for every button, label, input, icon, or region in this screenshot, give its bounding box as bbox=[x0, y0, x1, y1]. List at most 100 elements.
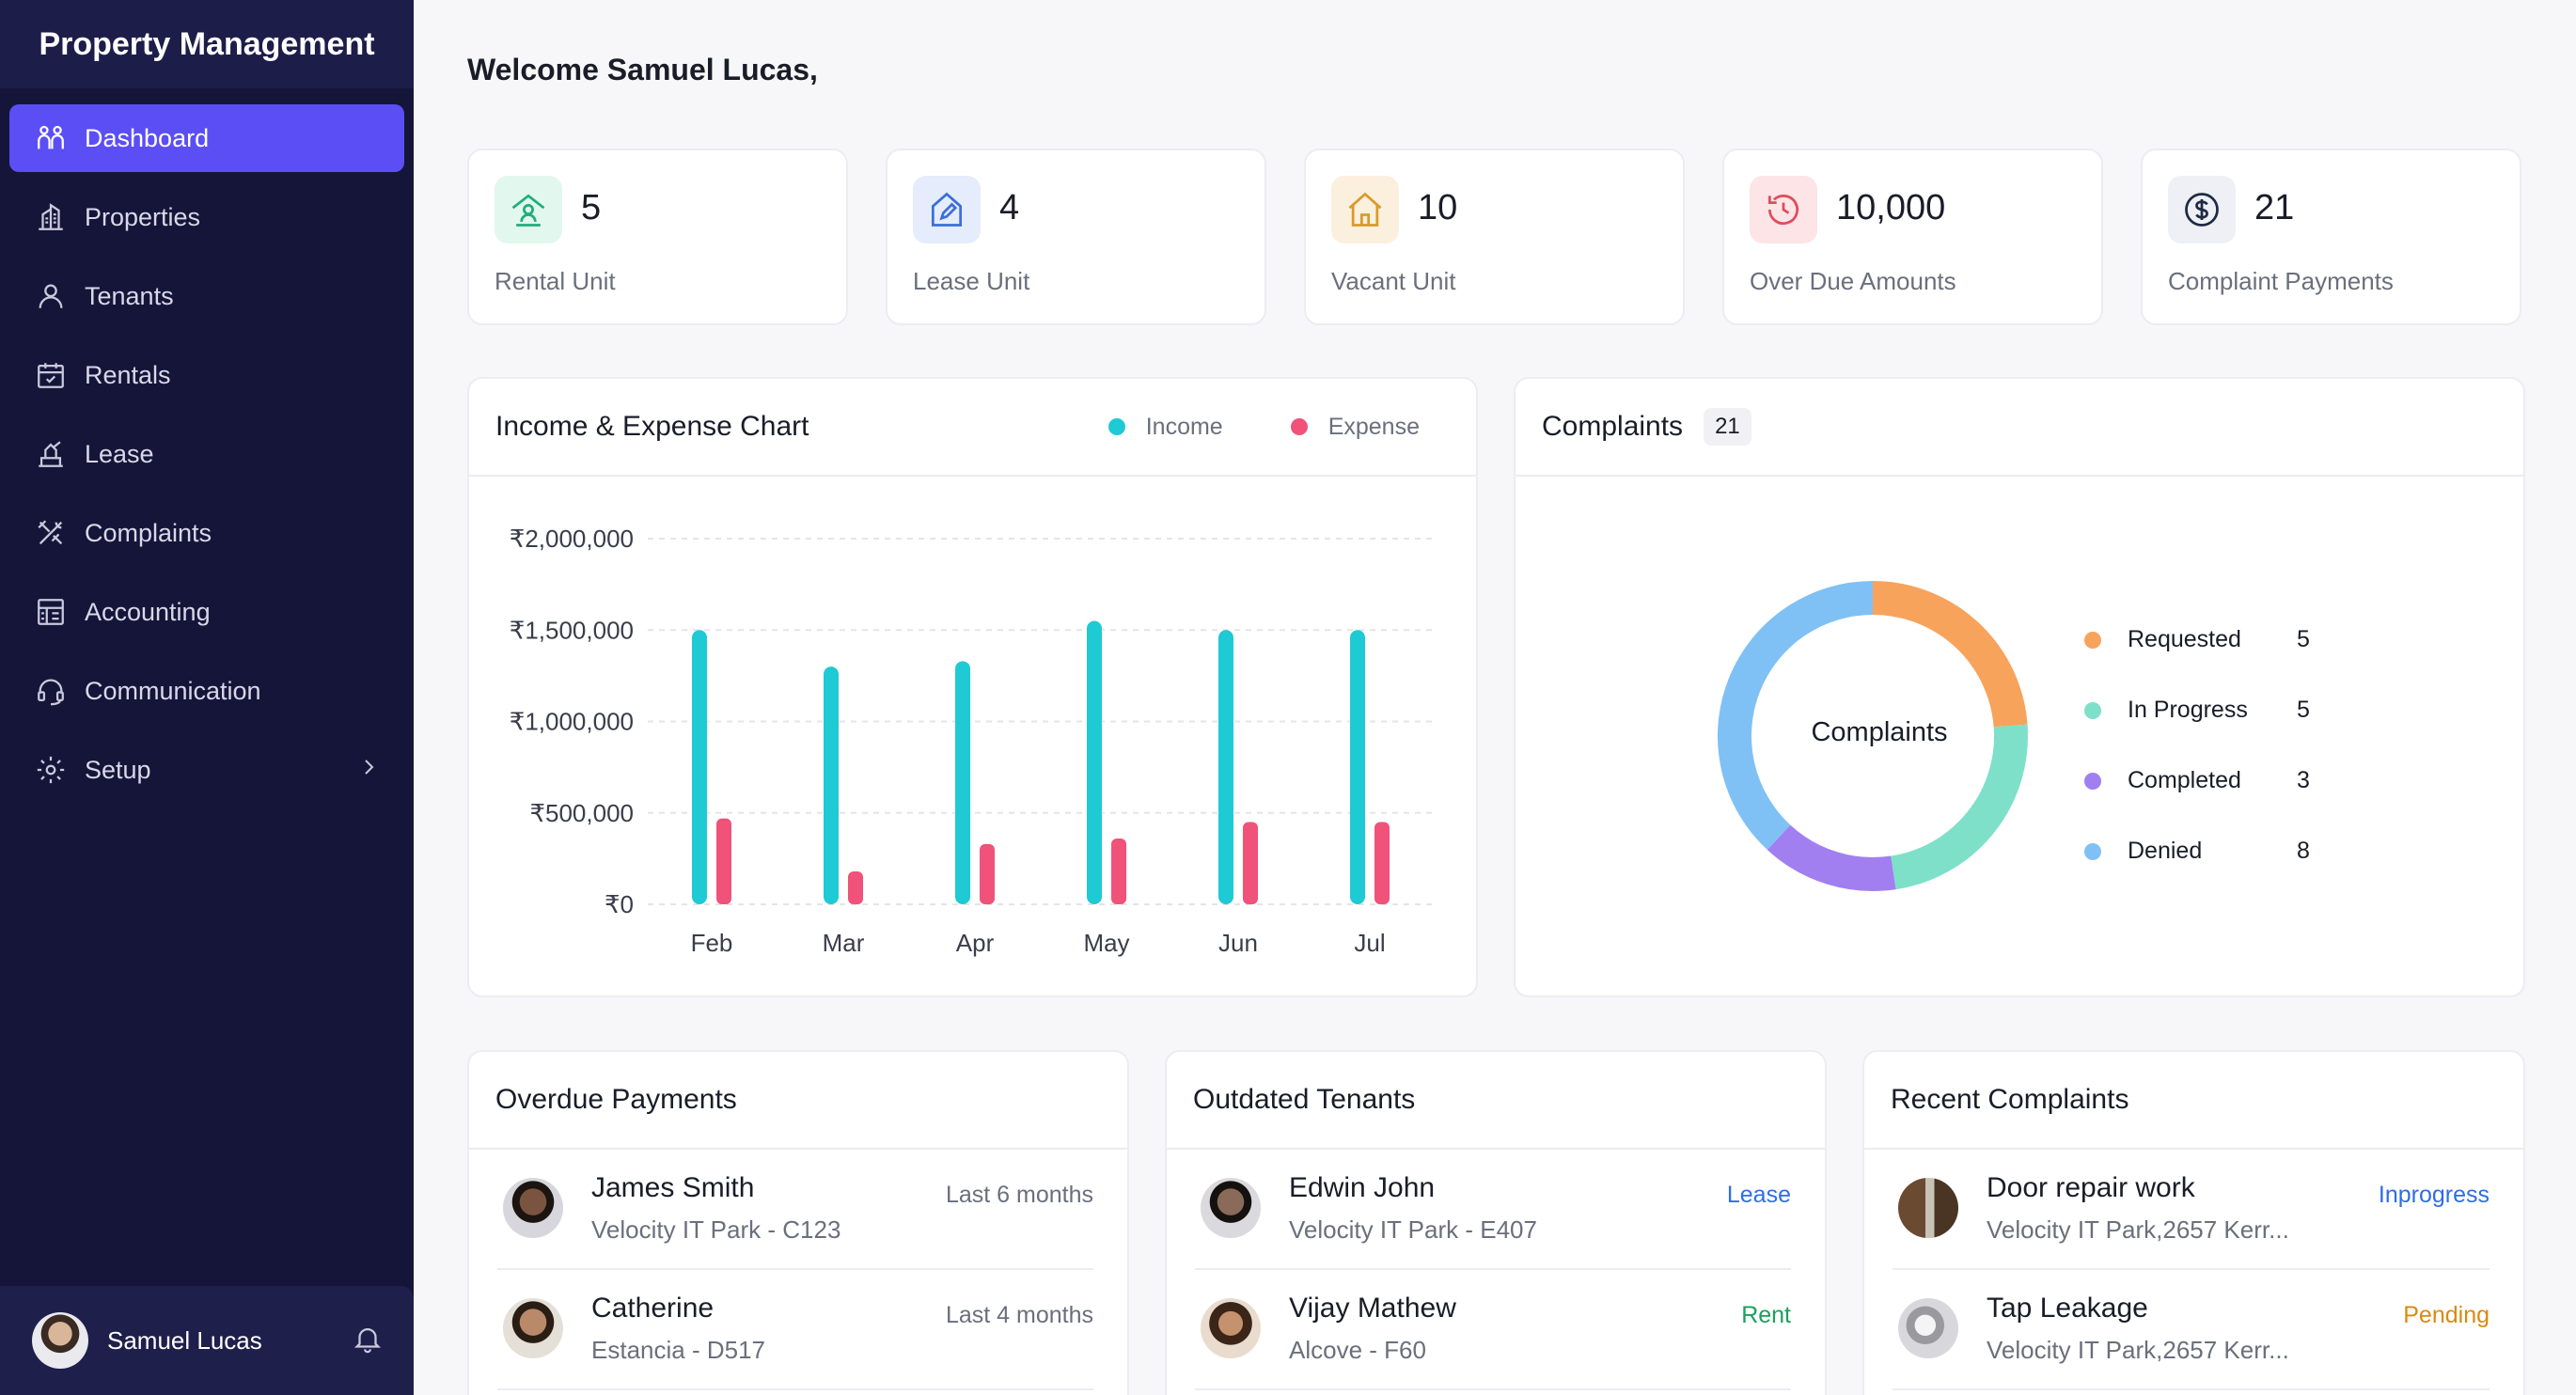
bar-expense[interactable] bbox=[1111, 838, 1126, 904]
sidebar-item-label: Properties bbox=[85, 202, 201, 231]
list-item[interactable]: Tap Leakage Velocity IT Park,2657 Kerr..… bbox=[1893, 1270, 2490, 1390]
calendar-check-icon bbox=[34, 358, 68, 392]
bar-income[interactable] bbox=[1218, 630, 1233, 904]
gear-icon bbox=[34, 753, 68, 787]
stat-card-complaint-payments[interactable]: 21 Complaint Payments bbox=[2141, 149, 2521, 325]
bar-income[interactable] bbox=[824, 666, 839, 904]
signature-icon bbox=[34, 437, 68, 471]
income-expense-panel: Income & Expense Chart Income Expense ₹0… bbox=[467, 377, 1478, 997]
x-tick-label: Feb bbox=[691, 929, 733, 957]
outdated-tenants-panel: Outdated Tenants Edwin John Velocity IT … bbox=[1165, 1050, 1827, 1395]
sidebar-item-rentals[interactable]: Rentals bbox=[9, 341, 404, 409]
bar-expense[interactable] bbox=[716, 818, 731, 904]
user-icon bbox=[34, 279, 68, 313]
stat-value: 10 bbox=[1418, 188, 1458, 227]
legend-value: 3 bbox=[2297, 767, 2310, 793]
bar-income[interactable] bbox=[692, 630, 707, 904]
sidebar-item-label: Communication bbox=[85, 676, 261, 705]
legend-label: Completed bbox=[2128, 767, 2241, 793]
sidebar-item-label: Dashboard bbox=[85, 123, 210, 152]
sidebar-item-communication[interactable]: Communication bbox=[9, 657, 404, 725]
donut-slice-in-progress[interactable] bbox=[1890, 724, 2028, 890]
bar-expense[interactable] bbox=[1243, 822, 1258, 904]
requested-dot bbox=[2084, 631, 2101, 649]
home-icon bbox=[1331, 176, 1399, 243]
y-tick-label: ₹500,000 bbox=[529, 799, 634, 827]
stat-label: Rental Unit bbox=[495, 267, 616, 295]
donut-center-label: Complaints bbox=[1811, 717, 1948, 747]
door-thumbnail bbox=[1898, 1178, 1958, 1238]
stat-card-rental-unit[interactable]: 5 Rental Unit bbox=[467, 149, 848, 325]
recent-complaints-panel: Recent Complaints Door repair work Veloc… bbox=[1862, 1050, 2525, 1395]
donut-slice-denied[interactable] bbox=[1718, 581, 1874, 850]
list-item[interactable]: Edwin John Velocity IT Park - E407 Lease bbox=[1195, 1150, 1791, 1270]
stat-label: Complaint Payments bbox=[2168, 267, 2394, 295]
bar-expense[interactable] bbox=[848, 870, 863, 904]
user-profile[interactable]: Samuel Lucas bbox=[0, 1286, 414, 1395]
stat-card-over-due[interactable]: 10,000 Over Due Amounts bbox=[1722, 149, 2103, 325]
sidebar-item-label: Rentals bbox=[85, 360, 171, 389]
donut-legend: Requested 5 In Progress 5 Completed 3 Denie… bbox=[2084, 604, 2310, 886]
stat-card-lease-unit[interactable]: 4 Lease Unit bbox=[886, 149, 1266, 325]
list-item[interactable]: James Smith Velocity IT Park - C123 Last… bbox=[497, 1150, 1093, 1270]
row-status: Pending bbox=[2403, 1302, 2490, 1328]
legend-value: 5 bbox=[2297, 626, 2310, 652]
bar-income[interactable] bbox=[1087, 620, 1102, 904]
avatar bbox=[1201, 1298, 1261, 1358]
ledger-icon bbox=[34, 595, 68, 629]
tools-icon bbox=[34, 516, 68, 550]
donut-slice-requested[interactable] bbox=[1872, 581, 2028, 728]
y-tick-label: ₹1,000,000 bbox=[510, 708, 634, 736]
legend-row-completed[interactable]: Completed 3 bbox=[2084, 745, 2310, 816]
x-tick-label: Mar bbox=[823, 929, 865, 957]
panel-header: Overdue Payments bbox=[469, 1052, 1127, 1150]
bar-expense[interactable] bbox=[980, 843, 995, 904]
bar-expense[interactable] bbox=[1374, 822, 1390, 904]
bell-icon[interactable] bbox=[352, 1323, 384, 1359]
sidebar: Property Management Dashboard Properties… bbox=[0, 0, 414, 1395]
sidebar-item-tenants[interactable]: Tenants bbox=[9, 262, 404, 330]
donut-slice-completed[interactable] bbox=[1767, 824, 1896, 891]
avatar bbox=[503, 1298, 563, 1358]
legend-row-requested[interactable]: Requested 5 bbox=[2084, 604, 2310, 675]
bar-income[interactable] bbox=[1350, 630, 1365, 904]
panel-title: Overdue Payments bbox=[495, 1084, 737, 1115]
sidebar-item-label: Setup bbox=[85, 755, 151, 784]
sidebar-item-setup[interactable]: Setup bbox=[9, 736, 404, 804]
bar-income[interactable] bbox=[955, 661, 970, 904]
legend-row-in-progress[interactable]: In Progress 5 bbox=[2084, 675, 2310, 745]
complaints-panel: Complaints 21 Complaints Requested 5 In P… bbox=[1514, 377, 2525, 997]
sidebar-item-dashboard[interactable]: Dashboard bbox=[9, 104, 404, 172]
sidebar-item-label: Accounting bbox=[85, 597, 211, 626]
row-status: Rent bbox=[1741, 1302, 1791, 1328]
x-tick-label: May bbox=[1083, 929, 1129, 957]
avatar bbox=[1201, 1178, 1261, 1238]
sidebar-item-properties[interactable]: Properties bbox=[9, 183, 404, 251]
building-icon bbox=[34, 200, 68, 234]
y-tick-label: ₹0 bbox=[605, 890, 634, 918]
sidebar-item-label: Complaints bbox=[85, 518, 212, 547]
stat-value: 4 bbox=[999, 188, 1020, 227]
count-badge: 21 bbox=[1704, 408, 1751, 446]
sidebar-item-accounting[interactable]: Accounting bbox=[9, 578, 404, 646]
list-item[interactable]: Door repair work Velocity IT Park,2657 K… bbox=[1893, 1150, 2490, 1270]
chart-legend: Income Expense bbox=[1041, 414, 1420, 441]
row-name: Tap Leakage bbox=[1987, 1293, 2148, 1324]
legend-label: In Progress bbox=[2128, 697, 2248, 723]
sidebar-item-complaints[interactable]: Complaints bbox=[9, 499, 404, 567]
stat-card-vacant-unit[interactable]: 10 Vacant Unit bbox=[1304, 149, 1685, 325]
sidebar-item-lease[interactable]: Lease bbox=[9, 420, 404, 488]
x-tick-label: Apr bbox=[956, 929, 995, 957]
legend-income[interactable]: Income bbox=[1107, 414, 1223, 441]
row-duration: Last 4 months bbox=[945, 1302, 1093, 1328]
in-progress-dot bbox=[2084, 701, 2101, 719]
legend-row-denied[interactable]: Denied 8 bbox=[2084, 816, 2310, 886]
stat-value: 21 bbox=[2254, 188, 2295, 227]
list-item[interactable]: Vijay Mathew Alcove - F60 Rent bbox=[1195, 1270, 1791, 1390]
chart-title: Income & Expense Chart bbox=[495, 411, 809, 442]
row-address: Velocity IT Park - E407 bbox=[1289, 1215, 1537, 1244]
completed-dot bbox=[2084, 772, 2101, 790]
row-name: Edwin John bbox=[1289, 1172, 1436, 1203]
list-item[interactable]: Catherine Estancia - D517 Last 4 months bbox=[497, 1270, 1093, 1390]
legend-expense[interactable]: Expense bbox=[1290, 414, 1420, 441]
